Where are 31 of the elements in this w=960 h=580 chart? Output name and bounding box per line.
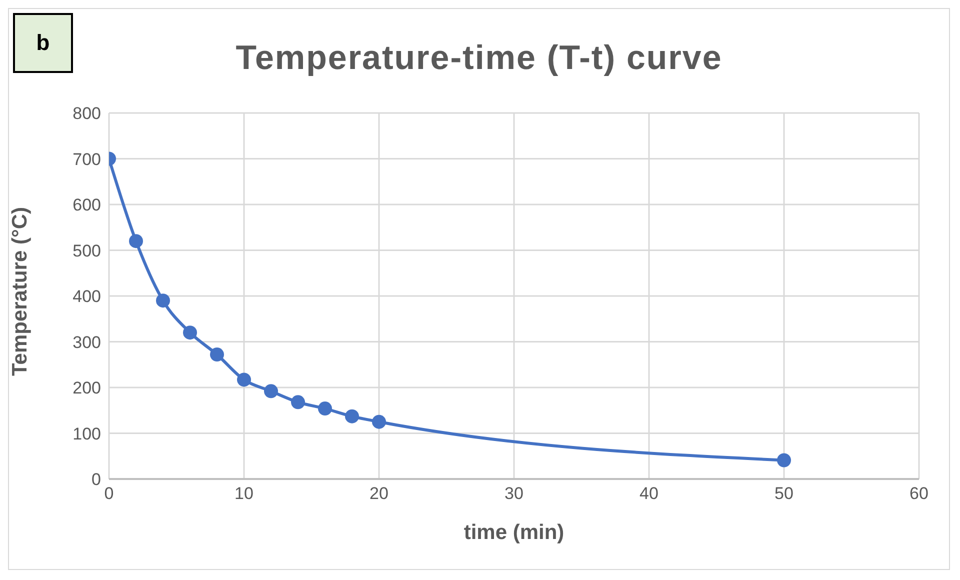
x-tick-label: 60	[910, 484, 928, 504]
x-tick-label: 0	[104, 484, 114, 504]
y-tick-label: 800	[72, 104, 101, 124]
y-tick-label: 500	[72, 241, 101, 260]
text: b	[13, 13, 73, 73]
point	[210, 348, 224, 362]
point	[318, 402, 332, 416]
y-tick-label: 300	[72, 332, 101, 352]
point	[183, 326, 197, 340]
point	[156, 294, 170, 308]
y-tick-label: 100	[72, 424, 101, 444]
chart-title: Temperature-time (T-t) curve	[236, 39, 722, 77]
point	[264, 384, 278, 398]
y-tick-label: 600	[72, 196, 101, 215]
x-tick-label: 20	[370, 484, 388, 504]
y-tick-label: 0	[92, 470, 101, 490]
y-tick-label: 700	[72, 150, 101, 169]
x-tick-label: 30	[504, 484, 524, 504]
point	[777, 453, 791, 468]
point	[372, 414, 386, 429]
point	[345, 409, 359, 424]
point	[291, 395, 305, 410]
x-tick-label: 10	[234, 484, 254, 504]
x-tick-label: 50	[774, 484, 794, 504]
x-tick-label: 40	[640, 484, 658, 504]
y-tick-label: 200	[72, 378, 101, 398]
y-tick-label: 400	[72, 287, 101, 306]
x-axis-title: time (min)	[464, 521, 564, 544]
point	[237, 372, 251, 387]
point	[129, 234, 143, 248]
y-axis-title: Temperature (°C)	[8, 206, 32, 376]
